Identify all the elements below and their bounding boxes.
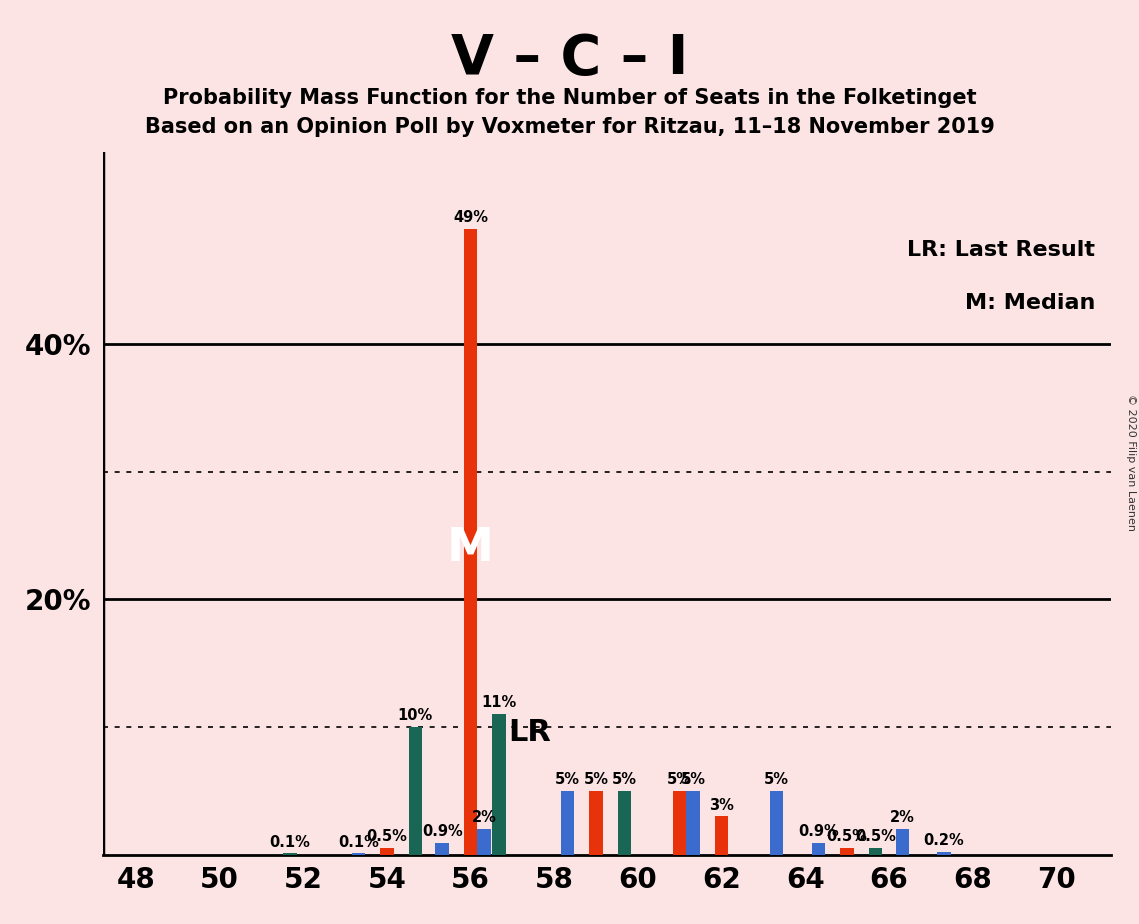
Bar <box>937 852 951 855</box>
Text: 49%: 49% <box>453 211 489 225</box>
Bar <box>869 848 882 855</box>
Bar <box>715 817 728 855</box>
Text: Based on an Opinion Poll by Voxmeter for Ritzau, 11–18 November 2019: Based on an Opinion Poll by Voxmeter for… <box>145 117 994 138</box>
Bar <box>409 727 423 855</box>
Text: 0.5%: 0.5% <box>855 830 896 845</box>
Text: 5%: 5% <box>764 772 789 787</box>
Bar <box>284 854 296 855</box>
Text: 5%: 5% <box>667 772 693 787</box>
Text: 0.5%: 0.5% <box>367 830 408 845</box>
Text: 5%: 5% <box>681 772 705 787</box>
Bar <box>464 229 477 855</box>
Text: 0.1%: 0.1% <box>270 834 310 849</box>
Text: 0.9%: 0.9% <box>421 824 462 839</box>
Bar <box>617 791 631 855</box>
Bar <box>560 791 574 855</box>
Text: 10%: 10% <box>398 708 433 723</box>
Text: 3%: 3% <box>710 797 734 812</box>
Bar <box>492 714 506 855</box>
Text: 5%: 5% <box>583 772 608 787</box>
Bar <box>477 829 491 855</box>
Text: 5%: 5% <box>555 772 580 787</box>
Text: 0.5%: 0.5% <box>827 830 868 845</box>
Bar <box>673 791 687 855</box>
Text: 2%: 2% <box>890 810 915 825</box>
Bar <box>589 791 603 855</box>
Text: 5%: 5% <box>612 772 637 787</box>
Text: M: Median: M: Median <box>965 293 1096 313</box>
Text: LR: LR <box>508 718 550 748</box>
Text: Probability Mass Function for the Number of Seats in the Folketinget: Probability Mass Function for the Number… <box>163 88 976 108</box>
Text: 0.9%: 0.9% <box>798 824 839 839</box>
Bar <box>895 829 909 855</box>
Text: 2%: 2% <box>472 810 497 825</box>
Bar <box>380 848 394 855</box>
Bar <box>770 791 784 855</box>
Text: © 2020 Filip van Laenen: © 2020 Filip van Laenen <box>1126 394 1136 530</box>
Bar <box>687 791 699 855</box>
Text: M: M <box>448 526 494 571</box>
Bar <box>435 844 449 855</box>
Text: 0.1%: 0.1% <box>338 834 379 849</box>
Text: V – C – I: V – C – I <box>451 32 688 86</box>
Bar <box>812 844 826 855</box>
Text: LR: Last Result: LR: Last Result <box>908 240 1096 261</box>
Text: 0.2%: 0.2% <box>924 833 965 848</box>
Text: 11%: 11% <box>482 696 517 711</box>
Bar <box>841 848 854 855</box>
Bar <box>352 854 366 855</box>
